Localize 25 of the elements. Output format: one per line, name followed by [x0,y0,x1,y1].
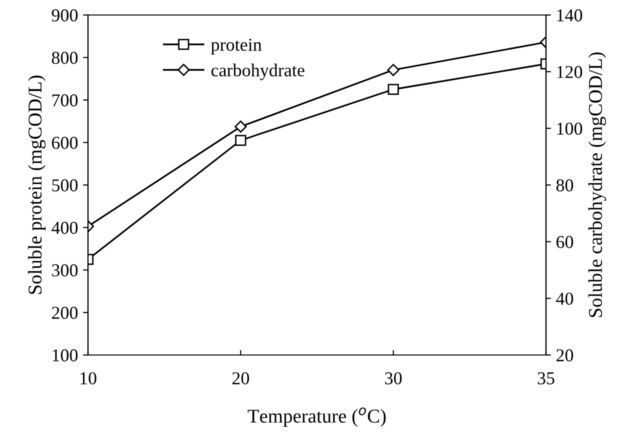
y2-tick-label: 140 [557,9,582,22]
y-tick-label: 100 [52,349,78,362]
y2-tick-label: 100 [557,122,582,135]
y2-tick-label: 120 [557,66,582,78]
y2-axis-title: Soluble carbohydrate (mgCOD/L) [588,52,606,318]
y-tick-label: 900 [52,9,78,22]
x-tick-label: 30 [385,372,402,384]
y-tick-label: 300 [52,264,78,276]
x-tick-label: 10 [80,372,96,384]
x-tick-label: 35 [538,372,554,384]
y-tick-label: 800 [52,52,78,64]
y-tick-label: 400 [52,222,78,234]
legend-label: protein [211,38,262,55]
y2-tick-label: 40 [556,292,574,305]
y-tick-label: 200 [52,306,78,319]
y2-tick-label: 80 [556,179,574,192]
y-tick-label: 600 [52,136,78,149]
x-tick-label: 20 [232,372,250,384]
y-tick-label: 500 [52,179,78,192]
y2-tick-label: 60 [556,236,574,248]
y-tick-label: 700 [52,94,78,106]
y-axis-title: Soluble protein (mgCOD/L) [28,76,46,294]
legend-label: carbohydrate [211,64,304,80]
x-axis-title: Temperature ($^{o}$C) [248,407,386,427]
y2-tick-label: 20 [556,349,574,362]
